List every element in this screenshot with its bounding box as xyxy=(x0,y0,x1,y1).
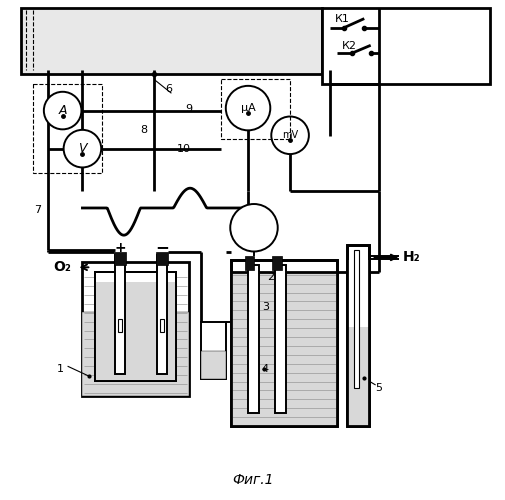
Text: 1: 1 xyxy=(57,364,64,374)
Text: К1: К1 xyxy=(334,14,349,24)
Bar xyxy=(347,260,368,329)
Text: 7: 7 xyxy=(34,206,41,216)
Text: A: A xyxy=(58,104,67,117)
Bar xyxy=(231,272,336,426)
Circle shape xyxy=(44,92,81,130)
Circle shape xyxy=(64,130,101,168)
Bar xyxy=(346,245,369,426)
Text: 6: 6 xyxy=(165,84,172,94)
Text: O₂: O₂ xyxy=(54,260,71,274)
Text: mV: mV xyxy=(281,130,297,140)
Text: 8: 8 xyxy=(140,126,147,136)
Bar xyxy=(354,250,359,388)
Bar xyxy=(117,319,122,332)
Bar xyxy=(247,265,259,413)
Circle shape xyxy=(271,116,308,154)
Text: 10: 10 xyxy=(176,144,190,154)
Bar xyxy=(21,8,322,74)
Text: К2: К2 xyxy=(341,42,357,51)
Bar xyxy=(322,8,489,85)
Text: V: V xyxy=(78,142,86,155)
Text: Фиг.1: Фиг.1 xyxy=(232,473,273,487)
Bar xyxy=(230,260,336,426)
Bar xyxy=(156,255,167,374)
Bar xyxy=(155,252,168,265)
Bar xyxy=(346,245,369,426)
Bar xyxy=(275,265,285,413)
Bar xyxy=(95,282,176,381)
Bar xyxy=(94,272,176,381)
Text: 9: 9 xyxy=(185,104,192,114)
Bar xyxy=(82,312,188,396)
Text: +: + xyxy=(114,240,126,254)
Bar xyxy=(230,260,336,426)
Text: 2: 2 xyxy=(266,272,273,282)
Text: 4: 4 xyxy=(261,364,268,374)
Bar xyxy=(200,352,225,378)
Circle shape xyxy=(230,204,277,252)
Bar xyxy=(114,255,125,374)
Bar xyxy=(347,326,368,426)
Bar xyxy=(272,256,282,270)
Bar xyxy=(113,252,126,265)
Circle shape xyxy=(225,86,270,130)
Bar xyxy=(159,319,164,332)
Text: 5: 5 xyxy=(375,384,382,394)
Text: −: − xyxy=(155,238,169,256)
Bar xyxy=(244,256,254,270)
Bar xyxy=(94,272,176,381)
Text: H₂: H₂ xyxy=(401,250,419,264)
Bar xyxy=(200,322,225,378)
Bar xyxy=(82,262,188,396)
Text: 3: 3 xyxy=(262,302,268,312)
Text: μA: μA xyxy=(240,103,255,113)
